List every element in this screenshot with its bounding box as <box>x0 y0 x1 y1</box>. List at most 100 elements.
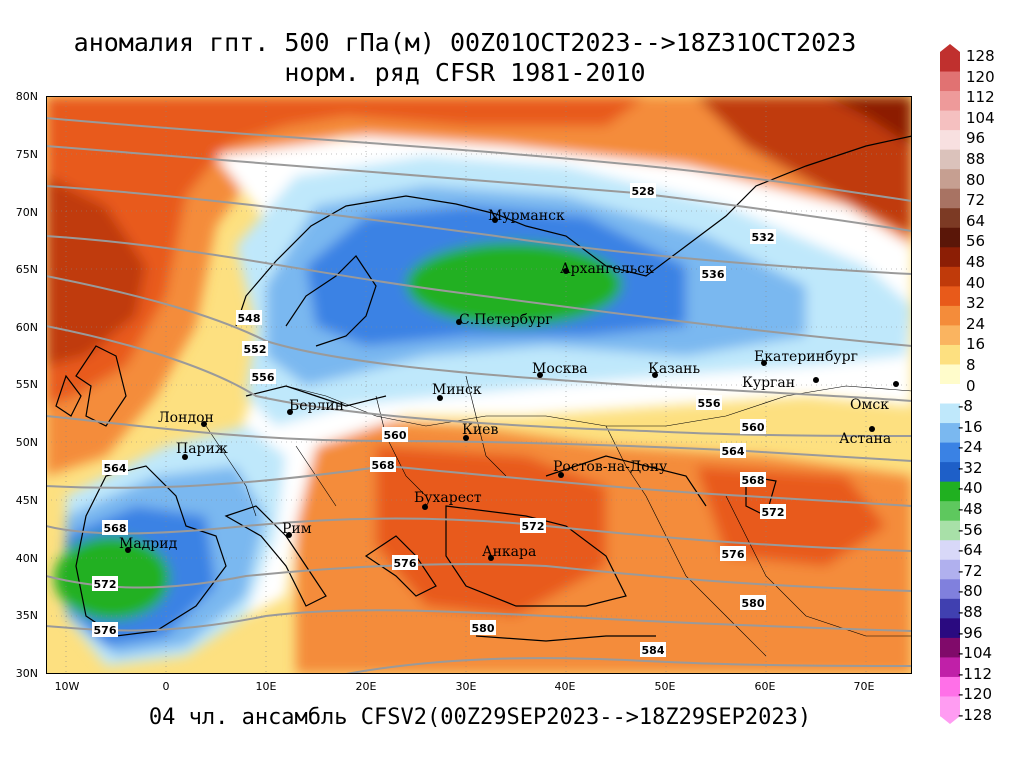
map-title-line2: норм. ряд CFSR 1981-2010 <box>284 58 646 87</box>
colorbar-swatch <box>940 618 960 639</box>
city-paris: Париж <box>176 441 228 460</box>
svg-text:564: 564 <box>722 445 745 458</box>
colorbar-swatch <box>940 325 960 346</box>
svg-text:576: 576 <box>94 624 117 637</box>
city-arkhangelsk: Архангельск <box>560 261 654 277</box>
city-kurgan: Курган <box>742 375 819 391</box>
contour-label: 572 <box>520 518 546 533</box>
svg-text:Астана: Астана <box>839 431 891 447</box>
colorbar-swatch <box>940 286 960 307</box>
svg-text:560: 560 <box>742 421 765 434</box>
svg-text:Екатеринбург: Екатеринбург <box>754 349 858 365</box>
svg-text:Казань: Казань <box>648 361 700 377</box>
anomaly-field: 528 532 536 548 552 556 556 560 560 564 … <box>46 96 912 674</box>
svg-text:568: 568 <box>742 474 765 487</box>
svg-text:548: 548 <box>238 312 261 325</box>
svg-text:564: 564 <box>104 462 127 475</box>
svg-text:532: 532 <box>752 231 775 244</box>
colorbar-label: 48 <box>966 252 986 271</box>
svg-text:572: 572 <box>94 578 117 591</box>
contour-label: 568 <box>102 520 128 535</box>
city-ankara: Анкара <box>482 544 536 561</box>
svg-text:Анкара: Анкара <box>482 544 536 560</box>
lon-label: 50E <box>654 680 676 693</box>
colorbar-swatch <box>940 71 960 92</box>
anomaly-map: 528 532 536 548 552 556 556 560 560 564 … <box>46 96 912 674</box>
colorbar-label: -56 <box>958 520 983 539</box>
svg-text:576: 576 <box>722 548 745 561</box>
colorbar-label: 40 <box>966 273 986 292</box>
colorbar-label: -8 <box>958 397 973 416</box>
svg-text:Киев: Киев <box>462 422 498 438</box>
colorbar-swatch <box>940 52 960 73</box>
lon-label: 30E <box>455 680 477 693</box>
lat-label: 60N <box>15 321 38 334</box>
contour-label: 568 <box>370 457 396 472</box>
contour-label: 576 <box>92 622 118 637</box>
colorbar-swatch <box>940 169 960 190</box>
svg-text:Курган: Курган <box>742 375 795 391</box>
svg-text:Омск: Омск <box>850 397 889 413</box>
svg-text:568: 568 <box>372 459 395 472</box>
city-labels: Мурманск Архангельск С.Петербург Москва … <box>119 208 899 561</box>
colorbar-label: -104 <box>958 644 993 663</box>
colorbar-swatch <box>940 501 960 522</box>
colorbar-label: 64 <box>966 211 986 230</box>
lat-label: 50N <box>15 436 38 449</box>
colorbar-label: -128 <box>958 706 993 724</box>
contour-label: 528 <box>630 183 656 198</box>
colorbar-label: -40 <box>958 479 983 498</box>
svg-text:536: 536 <box>702 268 725 281</box>
contour-label: 572 <box>92 576 118 591</box>
svg-text:576: 576 <box>394 557 417 570</box>
colorbar-label: -48 <box>958 500 983 519</box>
colorbar-label: 128 <box>966 47 995 65</box>
contour-label: 556 <box>696 395 722 410</box>
svg-text:Мурманск: Мурманск <box>488 208 565 224</box>
city-kiev: Киев <box>462 422 498 441</box>
colorbar-label: -88 <box>958 603 983 622</box>
lon-label: 0 <box>162 680 170 693</box>
colorbar-label: 0 <box>966 376 976 395</box>
svg-text:Лондон: Лондон <box>158 410 214 426</box>
lat-label: 35N <box>15 609 38 622</box>
city-madrid: Мадрид <box>119 536 178 553</box>
svg-text:Берлин: Берлин <box>289 398 344 414</box>
contour-label: 572 <box>760 504 786 519</box>
contour-label: 564 <box>102 460 128 475</box>
colorbar-label: 120 <box>966 67 995 86</box>
contour-label: 548 <box>236 310 262 325</box>
colorbar-swatch <box>940 149 960 170</box>
colorbar-swatch <box>940 481 960 502</box>
city-kazan: Казань <box>648 361 700 378</box>
colorbar-label: -96 <box>958 623 983 642</box>
colorbar-swatch <box>940 208 960 229</box>
svg-text:580: 580 <box>742 597 765 610</box>
lon-label: 20E <box>355 680 377 693</box>
lat-label: 55N <box>15 378 38 391</box>
colorbar-label: 56 <box>966 232 986 251</box>
city-moscow: Москва <box>532 361 588 378</box>
colorbar-swatch <box>940 637 960 658</box>
colorbar-label: -24 <box>958 438 983 457</box>
colorbar-label: 24 <box>966 314 986 333</box>
colorbar-label: -80 <box>958 582 983 601</box>
city-bucharest: Бухарест <box>414 490 482 510</box>
contour-label: 560 <box>740 419 766 434</box>
city-london: Лондон <box>158 410 214 427</box>
city-murmansk: Мурманск <box>488 208 565 224</box>
map-footer: 04 чл. ансамбль CFSV2(00Z29SEP2023-->18Z… <box>148 705 812 730</box>
colorbar-swatch <box>940 364 960 385</box>
lat-label: 75N <box>15 148 38 161</box>
colorbar-label: 80 <box>966 170 986 189</box>
svg-text:552: 552 <box>244 343 267 356</box>
svg-text:Архангельск: Архангельск <box>560 261 654 277</box>
colorbar-label: 96 <box>966 129 986 148</box>
contour-labels: 528 532 536 548 552 556 556 560 560 564 … <box>92 183 786 657</box>
city-rostov: Ростов-на-Дону <box>553 459 668 478</box>
city-st-petersburg: С.Петербург <box>456 312 553 328</box>
contour-label: 576 <box>720 546 746 561</box>
lat-label: 65N <box>15 263 38 276</box>
contour-label: 580 <box>470 620 496 635</box>
svg-text:Москва: Москва <box>532 361 588 377</box>
